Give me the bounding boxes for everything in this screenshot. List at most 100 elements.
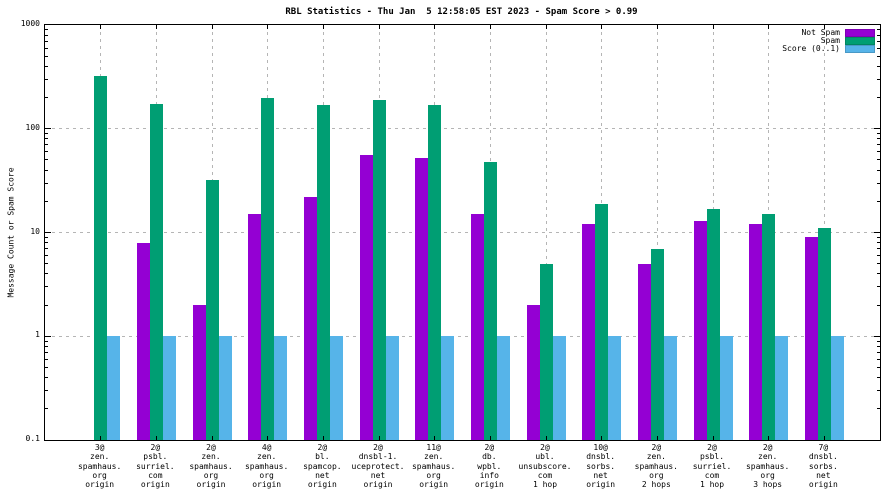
y-axis-minor-tick [45,366,48,368]
y-axis-minor-tick [45,29,48,31]
bar-not-spam-3 [248,214,262,440]
y-axis-minor-tick [45,138,48,140]
x-axis-tick-top [545,25,547,29]
x-axis-tick-bottom [712,436,714,440]
y-axis-minor-tick [877,408,880,410]
y-axis-minor-tick [45,345,48,347]
bar-not-spam-2 [192,305,206,440]
y-axis-minor-tick [45,65,48,67]
x-axis-tick-top [322,25,324,29]
y-axis-minor-tick [877,65,880,67]
y-axis-minor-tick [877,236,880,238]
bar-score-0-1-0 [107,336,121,440]
y-axis-minor-tick [45,377,48,379]
x-tick-label: 2@ psbl. surriel. com 1 hop [692,443,732,490]
bar-not-spam-9 [582,224,596,440]
x-axis-tick-top [155,25,157,29]
x-axis-tick-bottom [378,436,380,440]
y-axis-minor-tick [45,242,48,244]
y-axis-major-tick [874,335,880,337]
legend: Not Spam Spam Score (0..1) [782,29,875,53]
y-axis-minor-tick [877,304,880,306]
y-axis-minor-tick [877,377,880,379]
y-axis-minor-tick [877,78,880,80]
bar-score-0-1-5 [385,336,399,440]
bar-score-0-1-7 [496,336,510,440]
x-tick-label: 2@ ubl. unsubscore. com 1 hop [518,443,572,490]
bar-score-0-1-6 [441,336,455,440]
y-axis-minor-tick [45,182,48,184]
legend-item: Score (0..1) [782,45,875,53]
bar-spam-3 [261,97,275,440]
bar-spam-0 [94,76,108,440]
y-axis-minor-tick [877,151,880,153]
x-tick-label: 11@ zen. spamhaus. org origin [411,443,456,490]
y-axis-minor-tick [45,273,48,275]
legend-label: Not Spam [801,28,840,37]
x-axis-tick-bottom [545,436,547,440]
bar-spam-11 [706,208,720,440]
y-axis-minor-tick [45,133,48,134]
x-axis-tick-top [267,25,269,29]
legend-item: Not Spam [782,29,875,37]
y-axis-minor-tick [877,242,880,244]
y-axis-minor-tick [877,182,880,184]
y-tick-label: 1000 [20,19,40,28]
gridline-vertical [545,25,547,440]
chart-title: RBL Statistics - Thu Jan 5 12:58:05 EST … [285,7,638,17]
x-axis-tick-bottom [823,436,825,440]
y-axis-minor-tick [877,169,880,171]
x-tick-label: 2@ db. wpbl. info origin [474,443,504,490]
y-tick-label: 10 [30,226,40,236]
bar-score-0-1-4 [329,336,343,440]
gridline-vertical [656,25,658,440]
x-tick-label: 2@ zen. spamhaus. org 2 hops [634,443,678,490]
bar-spam-7 [483,161,497,440]
x-axis-tick-top [489,25,491,29]
y-axis-minor-tick [877,47,880,49]
y-axis-minor-tick [45,286,48,288]
y-axis-minor-tick [877,138,880,140]
x-tick-label: 2@ bl. spamcop. net origin [303,443,342,490]
y-axis-minor-tick [877,366,880,368]
bar-not-spam-11 [693,220,707,440]
y-axis-minor-tick [45,47,48,49]
x-axis-tick-bottom [768,436,770,440]
y-axis-minor-tick [877,255,880,257]
y-axis-major-tick [45,128,51,130]
x-axis-tick-bottom [601,436,603,440]
x-axis-tick-bottom [322,436,324,440]
bar-not-spam-5 [359,154,373,440]
bar-spam-13 [817,228,831,440]
x-axis-tick-bottom [155,436,157,440]
y-axis-minor-tick [877,340,880,342]
y-axis-minor-tick [45,78,48,80]
bar-spam-2 [205,180,219,440]
x-axis-tick-top [601,25,603,29]
bar-score-0-1-12 [775,336,789,440]
x-axis-tick-top [656,25,658,29]
y-axis-minor-tick [45,358,48,360]
y-axis-minor-tick [45,304,48,306]
y-axis-minor-tick [45,40,48,42]
bar-not-spam-4 [303,196,317,440]
y-axis-minor-tick [45,263,48,265]
plot-area: Not Spam Spam Score (0..1) [44,24,881,441]
x-axis-tick-top [378,25,380,29]
x-tick-label: 2@ zen. spamhaus. org origin [189,443,233,490]
bar-score-0-1-9 [608,336,622,440]
x-tick-label: 2@ zen. spamhaus. org 3 hops [745,443,790,490]
bar-spam-6 [428,104,442,440]
gridline-horizontal [45,232,880,233]
legend-swatch [845,45,875,53]
bar-spam-10 [650,248,664,440]
x-tick-label: 2@ psbl. surriel. com origin [136,443,175,490]
y-axis-minor-tick [45,151,48,153]
x-axis-tick-top [768,25,770,29]
x-axis-tick-bottom [100,436,102,440]
bar-spam-1 [149,103,163,440]
bar-score-0-1-8 [552,336,566,440]
bar-score-0-1-2 [218,336,232,440]
y-axis-minor-tick [877,40,880,42]
